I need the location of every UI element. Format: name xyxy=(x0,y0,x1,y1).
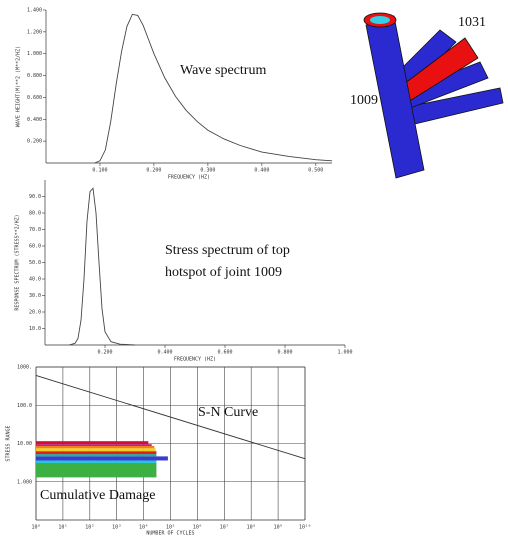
damage-block xyxy=(36,448,156,451)
y-tick-label: 0.200 xyxy=(27,139,42,145)
joint-label: 1009 xyxy=(350,93,378,108)
y-tick-label: 70.0 xyxy=(29,227,41,233)
y-axis-label: RESPONSE SPECTRUM (STRESS**2/HZ) xyxy=(15,214,21,310)
annotation: Cumulative Damage xyxy=(40,488,155,503)
y-tick-label: 1.000 xyxy=(27,51,42,57)
y-tick-label: 80.0 xyxy=(29,211,41,217)
joint-label: 1031 xyxy=(458,15,486,30)
damage-block xyxy=(36,463,156,477)
annotation: hotspot of joint 1009 xyxy=(165,265,282,280)
x-tick-label: 0.600 xyxy=(217,350,232,356)
y-tick-label: 1.400 xyxy=(27,8,42,14)
chord-bore xyxy=(370,16,390,24)
joint-illustration xyxy=(364,13,503,178)
x-tick-label: 0.200 xyxy=(97,350,112,356)
x-tick-label: 0.400 xyxy=(254,168,269,174)
curve-label: S-N Curve xyxy=(198,405,258,420)
x-tick-label: 0.500 xyxy=(308,168,323,174)
x-axis-label: FREQUENCY (HZ) xyxy=(168,175,210,181)
x-tick-label: 10⁸ xyxy=(247,525,256,531)
x-tick-label: 1.000 xyxy=(337,350,352,356)
y-tick-label: 1.200 xyxy=(27,29,42,35)
x-tick-label: 0.400 xyxy=(157,350,172,356)
x-tick-label: 10⁷ xyxy=(220,525,229,531)
spectrum-line xyxy=(69,188,135,345)
x-tick-label: 0.300 xyxy=(200,168,215,174)
x-axis-label: FREQUENCY (HZ) xyxy=(174,357,216,363)
x-tick-label: 10¹⁰ xyxy=(299,525,311,531)
y-tick-label: 1000. xyxy=(17,365,32,371)
damage-block xyxy=(36,444,152,446)
x-tick-label: 10⁰ xyxy=(31,525,40,531)
y-tick-label: 1.000 xyxy=(17,479,32,485)
y-tick-label: 0.600 xyxy=(27,95,42,101)
y-axis-label: STRESS RANGE xyxy=(6,425,12,461)
damage-block xyxy=(36,454,156,456)
y-axis-label: WAVE HEIGHT(M)**2 (M**2/HZ) xyxy=(16,46,22,127)
y-tick-label: 0.800 xyxy=(27,73,42,79)
y-tick-label: 60.0 xyxy=(29,244,41,250)
x-tick-label: 10² xyxy=(85,525,94,531)
damage-block xyxy=(36,456,168,460)
damage-block xyxy=(36,446,154,448)
y-tick-label: 10.0 xyxy=(29,326,41,332)
damage-block xyxy=(36,451,156,454)
y-tick-label: 90.0 xyxy=(29,194,41,200)
y-tick-label: 40.0 xyxy=(29,277,41,283)
y-tick-label: 100.0 xyxy=(17,403,32,409)
figure: 1031 1009 0.100 0.200 0.300 0.400 0.500 0.200… xyxy=(0,0,508,546)
x-tick-label: 10¹ xyxy=(58,525,67,531)
x-tick-label: 0.800 xyxy=(277,350,292,356)
y-tick-label: 30.0 xyxy=(29,293,41,299)
x-tick-label: 0.100 xyxy=(92,168,107,174)
y-tick-label: 0.400 xyxy=(27,117,42,123)
y-tick-label: 50.0 xyxy=(29,260,41,266)
x-tick-label: 0.200 xyxy=(146,168,161,174)
spectrum-line xyxy=(95,14,332,163)
x-tick-label: 10⁹ xyxy=(274,525,283,531)
damage-block xyxy=(36,441,148,444)
x-axis-label: NUMBER OF CYCLES xyxy=(146,531,194,537)
y-tick-label: 10.00 xyxy=(17,441,32,447)
x-tick-label: 10³ xyxy=(112,525,121,531)
annotation: Wave spectrum xyxy=(180,63,266,78)
annotation: Stress spectrum of top xyxy=(165,243,290,258)
damage-block xyxy=(36,460,156,462)
y-tick-label: 20.0 xyxy=(29,310,41,316)
